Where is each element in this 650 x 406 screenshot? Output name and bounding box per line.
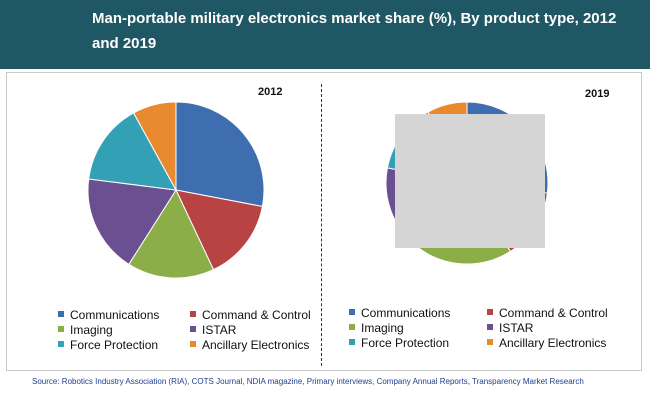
legend-swatch <box>58 326 64 332</box>
legend-label: Ancillary Electronics <box>499 336 607 350</box>
pie-slice-2012-ancillary-electronics <box>132 101 177 191</box>
pie-slice-2012-force-protection <box>88 112 177 191</box>
legend-item-istar: ISTAR <box>487 321 533 335</box>
pie-slice-2012-imaging <box>128 188 215 279</box>
pie-slice-2012-command-control <box>175 189 264 271</box>
legend-swatch <box>487 324 493 330</box>
legend-item-force-protection: Force Protection <box>58 338 158 352</box>
legend-label: ISTAR <box>202 323 237 337</box>
header-bar <box>0 0 650 69</box>
source-note: Source: Robotics Industry Association (R… <box>32 377 584 386</box>
legend-swatch <box>487 309 493 315</box>
legend-label: Ancillary Electronics <box>202 338 310 352</box>
legend-swatch <box>190 311 196 317</box>
legend-item-command-control: Command & Control <box>487 306 608 320</box>
legend-swatch <box>349 324 355 330</box>
legend-label: Force Protection <box>361 336 450 350</box>
legend-label: Communications <box>361 306 451 320</box>
pie-slice-2012-istar <box>87 178 177 265</box>
legend-item-communications: Communications <box>58 308 159 322</box>
legend-label: Command & Control <box>499 306 608 320</box>
legend-label: Imaging <box>70 323 113 337</box>
pie-chart-2012 <box>87 101 265 279</box>
legend-item-communications: Communications <box>349 306 450 320</box>
legend-label: Imaging <box>361 321 404 335</box>
legend-swatch <box>58 311 64 317</box>
year-label-2012: 2012 <box>258 86 283 98</box>
year-label-2019: 2019 <box>585 88 610 100</box>
legend-label: Force Protection <box>70 338 159 352</box>
legend-label: Command & Control <box>202 308 311 322</box>
pie-slice-2012-communications <box>175 101 265 208</box>
image-placeholder <box>395 114 545 248</box>
legend-item-ancillary-electronics: Ancillary Electronics <box>190 338 309 352</box>
legend-swatch <box>190 326 196 332</box>
legend-item-command-control: Command & Control <box>190 308 311 322</box>
legend-swatch <box>487 339 493 345</box>
legend-item-force-protection: Force Protection <box>349 336 449 350</box>
legend-swatch <box>349 339 355 345</box>
legend-item-imaging: Imaging <box>58 323 113 337</box>
legend-item-istar: ISTAR <box>190 323 236 337</box>
chart-title: Man-portable military electronics market… <box>92 10 617 52</box>
legend-swatch <box>58 341 64 347</box>
panel-divider <box>321 84 322 366</box>
legend-label: ISTAR <box>499 321 534 335</box>
header-accent <box>0 0 86 69</box>
legend-swatch <box>349 309 355 315</box>
legend-label: Communications <box>70 308 160 322</box>
legend-item-ancillary-electronics: Ancillary Electronics <box>487 336 606 350</box>
legend-swatch <box>190 341 196 347</box>
legend-item-imaging: Imaging <box>349 321 404 335</box>
